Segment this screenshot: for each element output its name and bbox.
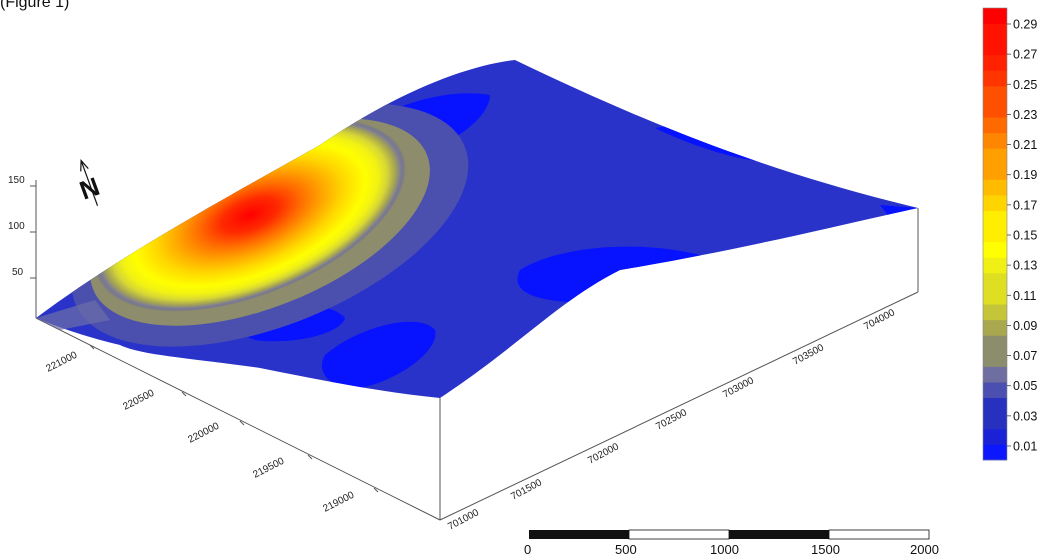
colorbar-swatch (983, 179, 1007, 196)
colorbar-swatch (983, 257, 1007, 274)
colorbar-label: 0.09 (1013, 319, 1037, 333)
x-tick-label: 702500 (654, 407, 689, 433)
colorbar-label: 0.19 (1013, 168, 1037, 182)
z-tick-label: 150 (8, 175, 25, 186)
y-tick-label: 221000 (44, 350, 79, 375)
scale-bar-label: 2000 (910, 542, 939, 556)
colorbar-swatches (983, 8, 1007, 461)
z-tick-label: 50 (12, 267, 24, 278)
colorbar-label: 0.17 (1013, 198, 1037, 212)
north-arrow-icon: N (76, 159, 104, 206)
scale-bar-label: 500 (615, 542, 637, 556)
scale-bar-label: 1500 (811, 542, 840, 556)
colorbar-swatch (983, 70, 1007, 87)
colorbar-swatch (983, 85, 1007, 102)
y-tick-label: 219000 (321, 490, 356, 515)
colorbar: 0.29 0.27 0.25 0.23 0.21 0.19 0.17 0.15 0.13 0.11… (982, 7, 1037, 461)
figure-caption: (Figure 1) (0, 0, 70, 11)
colorbar-swatch (983, 148, 1007, 165)
colorbar-swatch (983, 241, 1007, 258)
colorbar-swatch (983, 226, 1007, 243)
y-tick-label: 219500 (251, 456, 286, 481)
colorbar-swatch (983, 23, 1007, 40)
colorbar-label: 0.05 (1013, 379, 1037, 393)
colorbar-swatch (983, 163, 1007, 180)
colorbar-swatch (983, 272, 1007, 289)
colorbar-swatch (983, 382, 1007, 399)
colorbar-label: 0.07 (1013, 349, 1037, 363)
colorbar-label: 0.11 (1013, 289, 1036, 303)
colorbar-label: 0.01 (1013, 440, 1037, 454)
colorbar-swatch (983, 39, 1007, 56)
colorbar-swatch (983, 117, 1007, 134)
surface-plot (36, 60, 918, 398)
x-tick-label: 702000 (586, 441, 621, 467)
colorbar-swatch (983, 195, 1007, 212)
colorbar-swatch (983, 319, 1007, 336)
colorbar-swatch (983, 288, 1007, 305)
scale-bar: 0 500 1000 1500 2000 (524, 529, 939, 556)
scale-bar-label: 0 (524, 542, 531, 556)
box-frame (35, 180, 919, 521)
colorbar-swatch (983, 210, 1007, 227)
colorbar-swatch (983, 366, 1007, 383)
colorbar-label: 0.25 (1013, 78, 1037, 92)
y-tick-label: 220500 (121, 388, 156, 413)
colorbar-label: 0.29 (1013, 18, 1037, 32)
scale-bar-label: 1000 (710, 542, 739, 556)
colorbar-swatch (983, 397, 1007, 414)
colorbar-swatch (983, 101, 1007, 118)
colorbar-swatch (983, 132, 1007, 149)
x-tick-label: 703500 (791, 342, 826, 368)
colorbar-labels: 0.29 0.27 0.25 0.23 0.21 0.19 0.17 0.15 0.13 0.11… (1007, 18, 1037, 454)
low-region-south (321, 321, 436, 389)
colorbar-swatch (983, 8, 1007, 24)
colorbar-swatch (983, 350, 1007, 367)
colorbar-label: 0.03 (1013, 409, 1037, 423)
colorbar-swatch (983, 335, 1007, 352)
z-tick-label: 100 (8, 221, 25, 232)
colorbar-swatch (983, 444, 1007, 461)
x-tick-label: 704000 (862, 307, 897, 333)
colorbar-swatch (983, 54, 1007, 71)
y-tick-label: 220000 (186, 421, 221, 446)
colorbar-label: 0.23 (1013, 108, 1037, 122)
colorbar-label: 0.27 (1013, 48, 1037, 62)
colorbar-swatch (983, 304, 1007, 321)
x-tick-label: 701500 (509, 477, 544, 503)
x-tick-label: 701000 (446, 507, 481, 533)
colorbar-swatch (983, 428, 1007, 445)
colorbar-label: 0.21 (1013, 138, 1037, 152)
colorbar-label: 0.13 (1013, 259, 1037, 273)
north-arrow-label: N (76, 171, 104, 206)
colorbar-label: 0.15 (1013, 229, 1037, 243)
colorbar-swatch (983, 413, 1007, 430)
z-axis: 150 100 50 (8, 175, 36, 279)
x-tick-label: 703000 (721, 375, 756, 401)
